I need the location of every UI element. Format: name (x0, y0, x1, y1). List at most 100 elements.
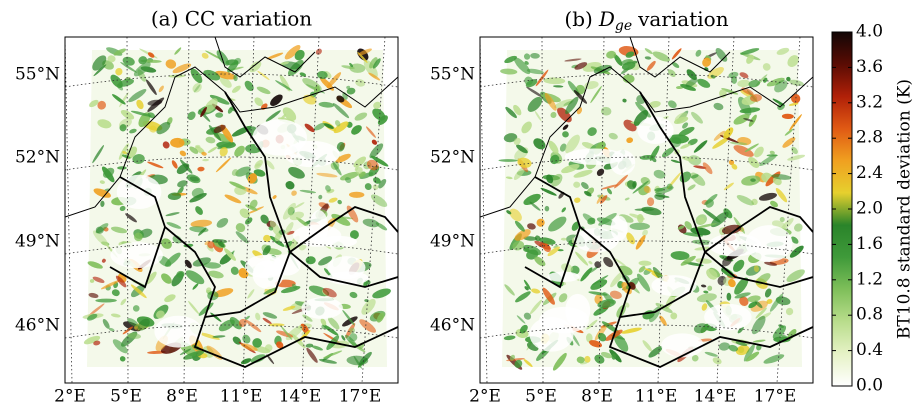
field-blob (788, 102, 799, 106)
lon-label: 14°E (279, 387, 322, 407)
field-blob (205, 136, 216, 144)
field-blob (245, 217, 253, 225)
field-blob (751, 315, 766, 335)
field-blob (504, 55, 517, 64)
field-blob (681, 156, 695, 162)
field-blob (137, 318, 150, 331)
field-blob (129, 128, 137, 134)
field-blob (513, 166, 526, 181)
field-blob (318, 256, 333, 266)
field-blob (562, 131, 569, 138)
lat-label: 49°N (430, 232, 475, 252)
field-blob (519, 324, 528, 334)
field-blob (758, 192, 777, 201)
field-blob (171, 160, 178, 169)
field-blob (736, 195, 754, 206)
graticule (716, 37, 735, 383)
field-blob (299, 72, 307, 77)
field-blob (121, 154, 131, 159)
field-blob (521, 121, 532, 134)
field-blob (503, 335, 516, 341)
clear-patch (565, 293, 591, 328)
field-blob (373, 101, 382, 110)
field-blob (721, 267, 735, 278)
field-blob (702, 208, 721, 223)
field-blob (712, 357, 722, 365)
graticule (361, 37, 386, 383)
field-blob (571, 221, 580, 231)
field-blob (348, 191, 365, 198)
field-blob (88, 292, 99, 299)
field-blob (87, 303, 105, 317)
field-blob (198, 227, 207, 236)
graticule (65, 73, 398, 88)
field-blob (184, 259, 192, 269)
field-blob (523, 236, 538, 241)
field-blob (112, 339, 128, 354)
field-blob (596, 194, 604, 204)
border (289, 251, 398, 288)
field-blob (546, 174, 554, 184)
field-blob (361, 298, 376, 315)
field-blob (200, 106, 207, 118)
field-blob (125, 213, 137, 223)
field-blob (690, 174, 699, 179)
field-blob (576, 356, 585, 364)
field-blob (697, 78, 711, 88)
field-blob (145, 79, 157, 95)
field-blob (509, 208, 522, 222)
field-blob (750, 178, 756, 182)
lat-label: 52°N (430, 148, 475, 168)
field-blob (288, 167, 305, 179)
field-blob (731, 163, 738, 170)
field-blob (697, 217, 706, 225)
field-blob (363, 59, 378, 78)
field-blob (136, 99, 144, 110)
field-blob (561, 163, 580, 174)
field-blob (120, 298, 127, 306)
field-blob (531, 288, 541, 294)
field-blob (172, 235, 182, 244)
field-blob (593, 64, 613, 74)
field-blob (147, 112, 156, 119)
field-blob (190, 68, 203, 84)
field-blob (632, 180, 637, 189)
clear-patch (564, 148, 625, 165)
field-blob (216, 50, 230, 66)
field-blob (514, 359, 523, 368)
field-blob (559, 143, 567, 152)
graticule (65, 156, 398, 171)
graticule (65, 37, 73, 383)
field-blob (97, 100, 107, 110)
field-blob (133, 62, 151, 77)
field-blob (111, 289, 120, 297)
field-blob (640, 177, 651, 186)
field-blob (149, 125, 157, 133)
field-blob (659, 315, 667, 326)
field-blob (235, 223, 246, 233)
field-blob (782, 137, 796, 148)
field-blob (644, 48, 653, 55)
coastline (629, 37, 731, 78)
field-blob (573, 181, 581, 188)
maps (64, 31, 853, 387)
field-blob (215, 112, 224, 118)
lon-label: 8°E (166, 387, 198, 407)
field-blob (597, 299, 616, 309)
field-blob (255, 312, 261, 321)
field-blob (317, 71, 328, 80)
field-blob (692, 239, 714, 245)
lat-label: 55°N (15, 65, 60, 85)
field-blob (713, 130, 726, 141)
field-blob (341, 335, 346, 341)
lon-label: 2°E (54, 387, 86, 407)
field-blob (349, 327, 355, 334)
field-blob (624, 197, 630, 201)
field-blob (624, 302, 630, 308)
field-blob (661, 147, 675, 158)
field-blob (134, 232, 143, 242)
field-blob (523, 247, 530, 253)
field-blob (740, 48, 760, 55)
field-blob (729, 141, 748, 145)
field-blob (606, 50, 617, 59)
